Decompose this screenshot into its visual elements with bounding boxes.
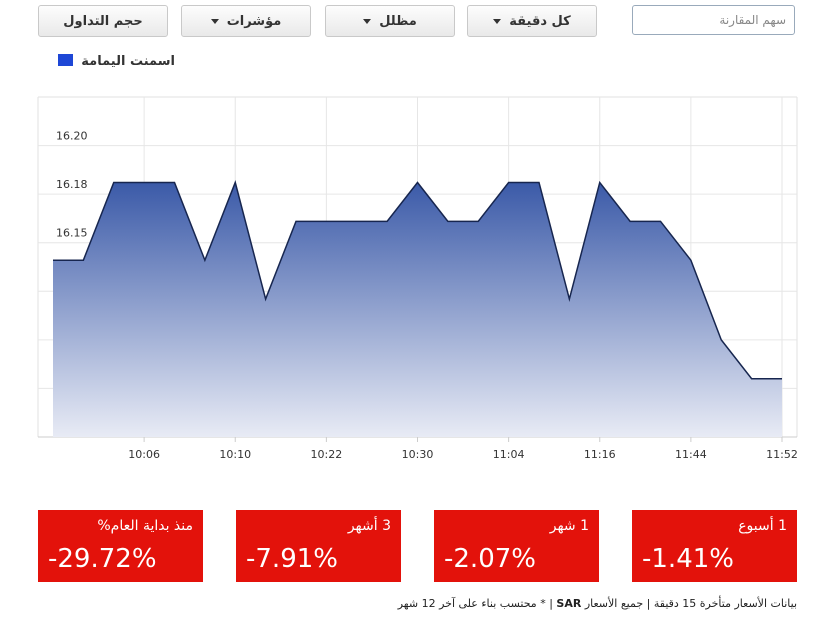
x-tick-label: 11:52	[766, 448, 798, 461]
perf-label: منذ بداية العام%	[97, 518, 193, 534]
perf-value: -1.41%	[642, 544, 734, 574]
footer: بيانات الأسعار متأخرة 15 دقيقة | جميع ال…	[398, 597, 797, 610]
placeholder: سهم المقارنة	[719, 13, 786, 27]
perf-value: -2.07%	[444, 544, 536, 574]
perf-value: -29.72%	[48, 544, 157, 574]
area	[53, 182, 782, 437]
perf-label: 3 أشهر	[347, 518, 391, 534]
footer-text: بيانات الأسعار متأخرة 15 دقيقة | جميع ال…	[584, 597, 797, 610]
dropdown-arrow	[363, 18, 372, 24]
button[interactable]: حجم التداول	[38, 5, 168, 37]
legend-label: اسمنت اليمامة	[81, 54, 175, 69]
y-tick-label: 16.18	[56, 178, 88, 191]
x-tick-label: 11:44	[675, 448, 707, 461]
compare-input[interactable]: سهم المقارنة	[632, 5, 795, 35]
x-tick-label: 10:10	[219, 448, 251, 461]
perf-box: 1 شهر -2.07%	[434, 510, 599, 582]
button-label: كل دقيقة	[509, 13, 571, 29]
button-label: حجم التداول	[63, 13, 143, 29]
perf-box: 1 أسبوع -1.41%	[632, 510, 797, 582]
button[interactable]: مظلل	[325, 5, 455, 37]
footer-text: | * محتسب بناء على آخر 12 شهر	[397, 597, 553, 610]
y-tick-label: 16.15	[56, 227, 88, 240]
line	[53, 180, 782, 380]
perf-value: -7.91%	[246, 544, 338, 574]
legend-swatch	[58, 54, 73, 66]
perf-label: 1 أسبوع	[738, 518, 787, 534]
y-tick-label: 16.20	[56, 130, 88, 143]
x-tick-label: 10:22	[311, 448, 343, 461]
perf-box: 3 أشهر -7.91%	[236, 510, 401, 582]
button-label: مظلل	[379, 13, 417, 29]
x-tick-label: 10:06	[128, 448, 160, 461]
button[interactable]: كل دقيقة	[467, 5, 597, 37]
x-tick-label: 11:04	[493, 448, 525, 461]
perf-box: منذ بداية العام% -29.72%	[38, 510, 203, 582]
button-label: مؤشرات	[226, 13, 282, 29]
x-tick-label: 11:16	[584, 448, 616, 461]
x-tick-label: 10:30	[402, 448, 434, 461]
perf-label: 1 شهر	[549, 518, 589, 534]
currency: SAR	[556, 597, 582, 610]
dropdown-arrow	[210, 18, 219, 24]
button[interactable]: مؤشرات	[181, 5, 311, 37]
dropdown-arrow	[493, 18, 502, 24]
